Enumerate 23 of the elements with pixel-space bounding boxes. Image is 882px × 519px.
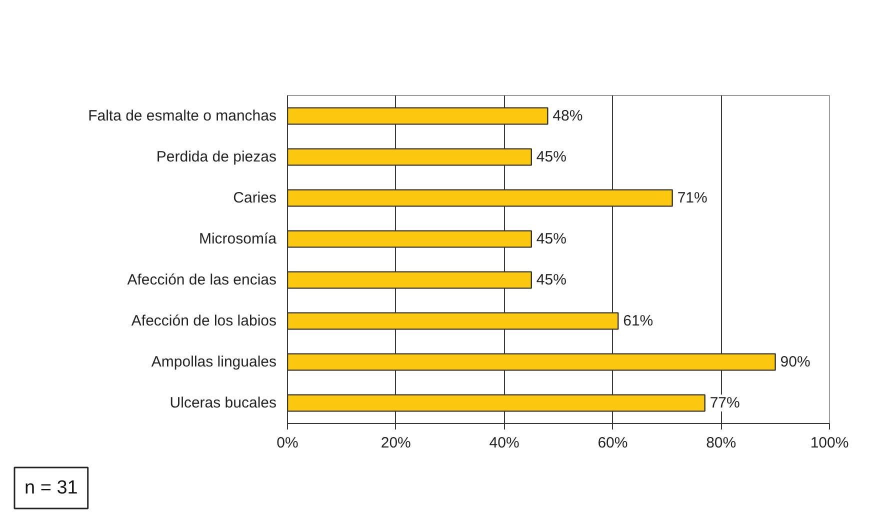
- data-label: 77%: [710, 394, 740, 412]
- y-tick-label: Microsomía: [198, 230, 278, 248]
- data-label: 48%: [552, 108, 583, 124]
- text: n = 31: [24, 478, 78, 498]
- y-tick-label: Perdida de piezas: [156, 148, 277, 166]
- x-tick-label: 100%: [810, 434, 849, 452]
- x-tick-label: 0%: [276, 434, 298, 452]
- x-tick-label: 20%: [380, 434, 411, 452]
- data-label: 61%: [623, 312, 654, 330]
- data-label: 90%: [780, 354, 810, 370]
- data-label: 45%: [536, 148, 566, 166]
- data-label: 45%: [536, 272, 566, 288]
- y-tick-label: Caries: [233, 190, 277, 206]
- x-tick-label: 80%: [706, 434, 736, 452]
- data-label: 45%: [536, 230, 566, 248]
- y-tick-label: Ulceras bucales: [170, 394, 277, 412]
- y-tick-label: Falta de esmalte o manchas: [88, 108, 277, 124]
- y-tick-label: Afección de los labios: [131, 312, 277, 330]
- x-tick-label: 40%: [489, 434, 520, 452]
- x-tick-label: 60%: [598, 434, 628, 452]
- y-tick-label: Afección de las encias: [127, 272, 277, 288]
- y-tick-label: Ampollas linguales: [151, 354, 277, 370]
- data-label: 71%: [677, 190, 708, 206]
